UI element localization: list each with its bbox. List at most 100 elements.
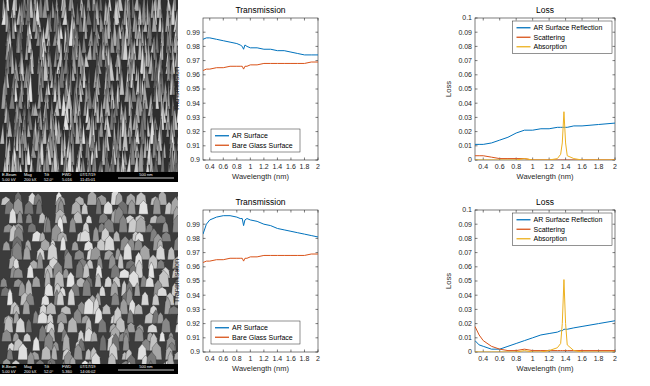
legend-box [211,321,300,344]
chart-title: Loss [536,5,554,15]
plot-frame [475,210,615,352]
x-tick [263,158,264,161]
x-tick-label: 0.4 [478,163,488,170]
x-axis-label: Wavelength (nm) [232,172,289,181]
sem-feature [36,27,40,46]
sem-feature [4,315,13,332]
sem-feature [69,14,73,46]
y-tick-label: 0.03 [458,306,472,313]
sem-feature [9,88,15,109]
y-tick [203,89,206,90]
x-tick [499,210,500,213]
x-tick [516,210,517,213]
series-line [475,321,615,349]
y-tick [475,74,478,75]
sem-feature [62,7,67,25]
scale-bar-label: 500 nm [139,364,153,369]
sem-feature [143,131,146,158]
sem-feature [172,215,178,232]
sem-feature [18,343,28,360]
sem-feature [119,215,128,233]
y-axis-label: Transmission [172,67,181,111]
x-tick-label: 1.2 [544,163,554,170]
y-tick [613,60,616,61]
y-tick [316,32,319,33]
data-group [475,280,615,352]
y-tick-label: 0.97 [186,57,200,64]
sem-feature [156,81,159,109]
sem-feature [57,312,68,323]
sem-feature [83,263,90,278]
x-tick-label: 0.6 [218,355,228,362]
sem-feature [93,226,100,241]
legend-swatch [517,238,531,239]
info-value: 52.0° [44,177,54,182]
sem-feature [31,144,37,158]
x-tick-label: 2 [613,163,617,170]
y-tick [203,323,206,324]
sem-feature [84,298,95,314]
sem-feature [47,243,57,260]
x-tick [250,210,251,213]
sem-feature [75,38,78,60]
chart: LossWavelength (nm)Loss0.40.60.811.21.41… [444,5,617,181]
y-tick [613,281,616,282]
x-tick [483,18,484,21]
x-tick-label: 1.2 [259,355,269,362]
sem-feature [86,41,92,60]
y-tick-label: 0.08 [458,43,472,50]
info-value: 200 kX [24,177,37,182]
sem-feature [82,122,86,144]
sem-feature [130,134,135,165]
series-line [475,123,615,144]
sem-feature [138,142,144,172]
y-tick [203,103,206,104]
sem-feature [25,318,32,332]
y-tick [475,337,478,338]
y-tick [316,281,319,282]
sem-feature [162,221,169,232]
sem-feature [98,124,101,151]
y-tick [316,337,319,338]
y-tick [475,18,478,19]
y-tick-label: 0.91 [186,334,200,341]
legend-label: Scattering [534,34,566,42]
sem-feature [156,215,166,223]
x-tick [615,210,616,213]
y-tick [203,131,206,132]
legend-swatch [517,229,531,230]
y-tick [316,89,319,90]
sem-feature [44,283,53,296]
sem-feature [87,192,97,205]
x-tick [290,18,291,21]
series-line [475,112,615,160]
x-tick [598,210,599,213]
y-tick [613,32,616,33]
x-tick [263,350,264,353]
sem-feature [111,293,120,305]
x-tick [565,210,566,213]
sem-feature [167,246,175,259]
y-tick [475,103,478,104]
sem-feature [54,98,60,116]
sem-texture [0,0,178,182]
sem-feature [82,57,85,88]
y-tick-label: 0.94 [186,100,200,107]
x-tick [304,210,305,213]
sem-feature [165,93,168,116]
series-line [203,38,318,55]
y-tick-label: 0.02 [458,128,472,135]
y-tick [613,266,616,267]
sem-image: E-Beam5.00 kVMag200 kXTilt52.0°FWD5.0160… [0,0,183,186]
sem-feature [141,23,144,46]
info-value: 5.00 kV [2,369,16,374]
y-tick-label: 0.09 [458,221,472,228]
sem-feature [157,141,162,165]
y-tick [475,295,478,296]
y-tick [316,60,319,61]
x-tick-label: 0.6 [495,163,505,170]
image-background [0,0,178,182]
x-tick [532,210,533,213]
sem-feature [84,18,87,39]
sem-feature [54,271,64,287]
